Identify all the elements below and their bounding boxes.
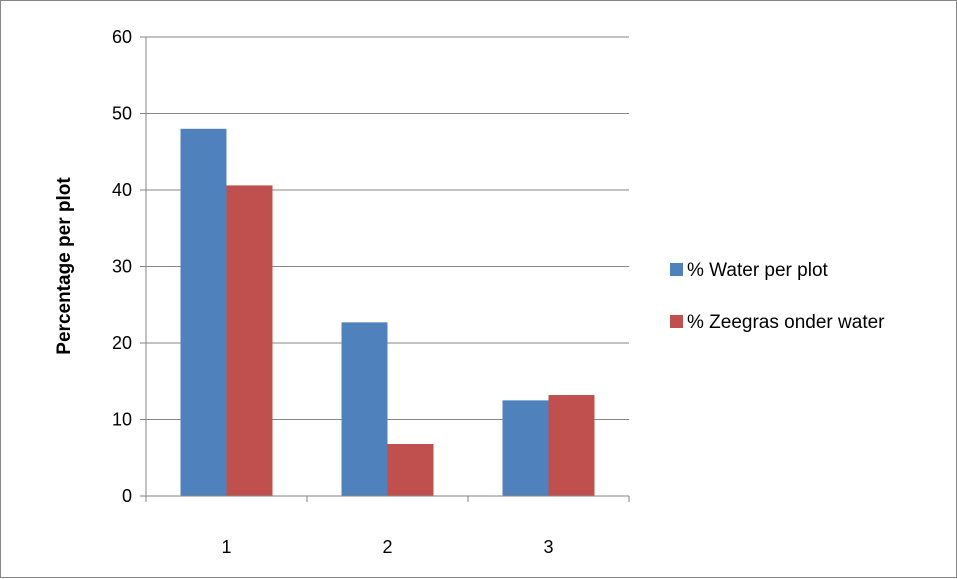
axes <box>145 37 630 502</box>
y-tick-label: 20 <box>112 333 132 353</box>
y-axis-title: Percentage per plot <box>54 177 75 355</box>
legend: % Water per plot % Zeegras onder water <box>670 260 885 333</box>
x-tick-label: 3 <box>543 537 553 557</box>
y-tick-label: 0 <box>122 486 132 506</box>
bar-zeegras-3 <box>548 395 595 496</box>
bar-water-2 <box>341 322 388 496</box>
x-tick-label: 1 <box>221 537 231 557</box>
legend-swatch <box>670 315 683 328</box>
legend-label: % Water per plot <box>687 260 829 281</box>
bar-water-3 <box>502 400 549 496</box>
bar-water-1 <box>180 128 227 497</box>
bar-zeegras-2 <box>387 443 434 496</box>
legend-label: % Zeegras onder water <box>687 312 885 333</box>
y-tick-label: 60 <box>112 27 132 47</box>
x-tick-labels: 1 2 3 <box>221 537 553 557</box>
y-tick-label: 10 <box>112 410 132 430</box>
bar-zeegras-1 <box>226 185 273 496</box>
y-tick-labels: 0 10 20 30 40 50 60 <box>112 27 132 506</box>
y-tick-label: 30 <box>112 257 132 277</box>
legend-swatch <box>670 263 683 276</box>
y-tick-label: 40 <box>112 180 132 200</box>
bars <box>180 128 595 497</box>
x-tick-label: 2 <box>382 537 392 557</box>
y-tick-label: 50 <box>112 104 132 124</box>
